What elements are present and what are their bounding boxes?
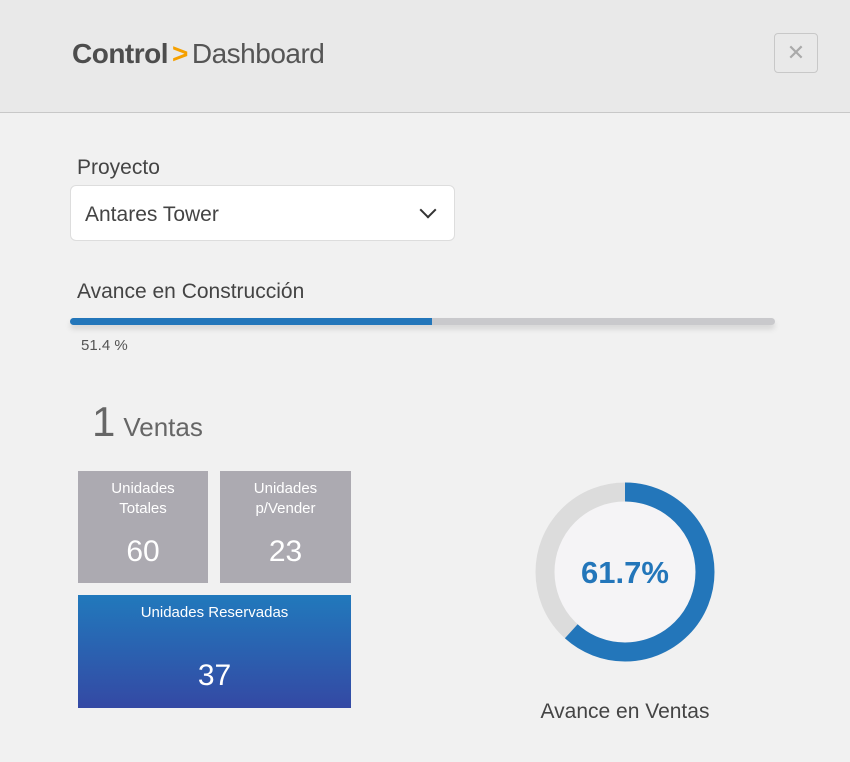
chevron-down-icon xyxy=(419,201,437,219)
tile-reserved-units: Unidades Reservadas 37 xyxy=(78,595,351,708)
tile-value: 37 xyxy=(197,659,232,692)
header: Control > Dashboard ✕ xyxy=(0,0,850,113)
sales-donut-chart: 61.7% xyxy=(535,482,715,662)
sales-count: 1 Ventas xyxy=(92,398,203,446)
construction-progress-fill xyxy=(70,318,433,325)
breadcrumb-separator: > xyxy=(172,38,188,69)
sales-count-number: 1 xyxy=(92,398,116,445)
donut-arc xyxy=(535,482,715,662)
sales-count-label: Ventas xyxy=(123,412,203,442)
tile-value: 60 xyxy=(126,535,160,568)
tile-total-units: Unidades Totales 60 xyxy=(78,471,208,583)
donut-label: Avance en Ventas xyxy=(540,700,710,723)
breadcrumb-control[interactable]: Control xyxy=(72,38,169,69)
tile-title: Unidades Reservadas xyxy=(140,604,289,621)
close-icon: ✕ xyxy=(786,40,806,65)
tile-units-to-sell: Unidades p/Vender 23 xyxy=(220,471,351,583)
tile-title: Unidades Totales xyxy=(111,480,175,517)
project-label: Proyecto xyxy=(77,156,160,179)
construction-progress-text: 51.4 % xyxy=(81,337,128,354)
breadcrumb: Control > Dashboard xyxy=(72,38,325,70)
tile-value: 23 xyxy=(268,535,303,568)
donut-value-text: 61.7% xyxy=(581,555,669,590)
tile-title: Unidades p/Vender xyxy=(253,480,318,517)
close-button[interactable]: ✕ xyxy=(774,33,818,73)
donut-center xyxy=(545,492,705,652)
page-title: Dashboard xyxy=(191,38,325,69)
project-select-value: Antares Tower xyxy=(85,203,219,226)
construction-label: Avance en Construcción xyxy=(77,280,305,303)
construction-progress-bar xyxy=(70,318,775,325)
project-select[interactable]: Antares Tower xyxy=(70,185,455,241)
